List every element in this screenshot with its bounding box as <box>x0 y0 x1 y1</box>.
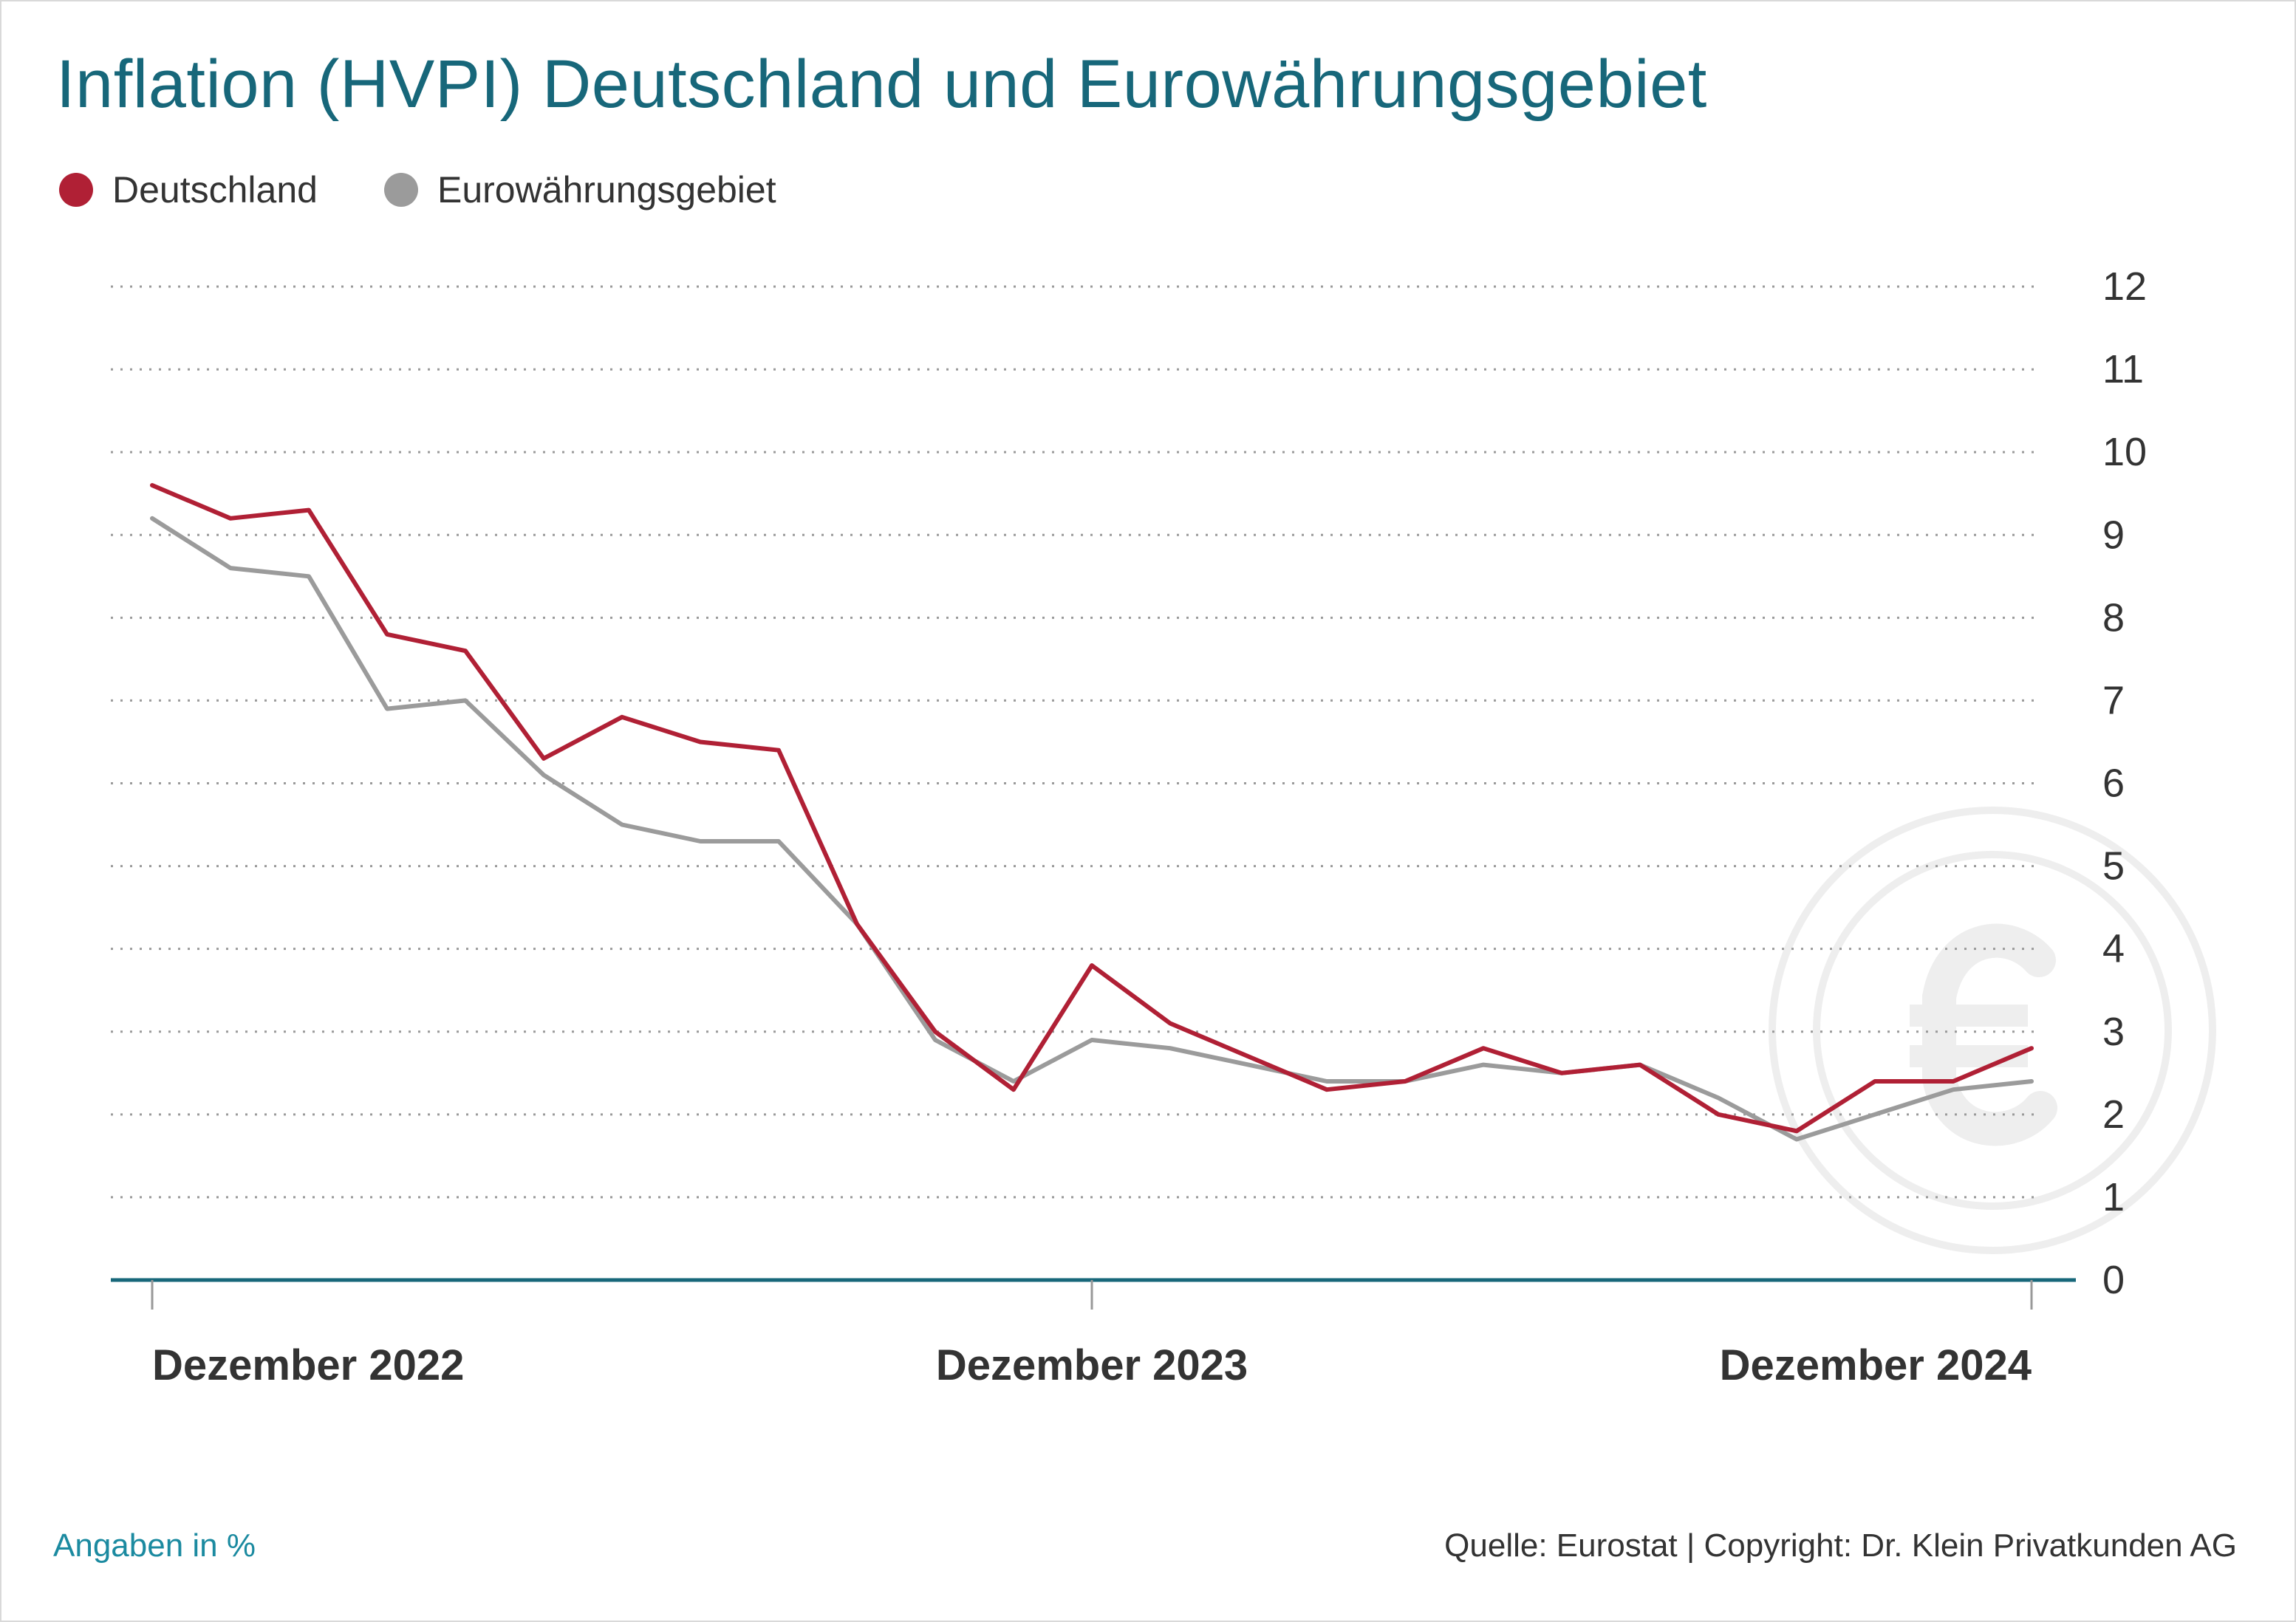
legend-label-eurozone: Eurowährungsgebiet <box>437 169 776 211</box>
legend: Deutschland Eurowährungsgebiet <box>59 168 843 211</box>
y-tick-label: 0 <box>2102 1258 2125 1302</box>
y-tick-label: 5 <box>2102 844 2125 889</box>
x-tick-label: Dezember 2023 <box>936 1341 1248 1389</box>
y-tick-label: 3 <box>2102 1010 2125 1054</box>
series-line-deutschland <box>150 483 2034 1134</box>
y-tick-label: 10 <box>2102 430 2147 474</box>
legend-item-eurozone: Eurowährungsgebiet <box>383 168 776 211</box>
legend-label-deutschland: Deutschland <box>112 169 318 211</box>
chart-title: Inflation (HVPI) Deutschland und Eurowäh… <box>56 47 1707 122</box>
x-tick-label: Dezember 2022 <box>152 1341 464 1389</box>
x-axis: Dezember 2022 Dezember 2023 Dezember 2024 <box>111 1278 2076 1389</box>
y-tick-label: 11 <box>2102 347 2144 391</box>
y-tick-label: 9 <box>2102 513 2125 557</box>
unit-note: Angaben in % <box>53 1527 256 1564</box>
series-line-eurozone <box>150 516 2034 1142</box>
x-tick-label: Dezember 2024 <box>1720 1341 2032 1389</box>
y-tick-label: 2 <box>2102 1092 2125 1137</box>
legend-item-deutschland: Deutschland <box>59 168 318 211</box>
source-note: Quelle: Eurostat | Copyright: Dr. Klein … <box>1444 1527 2237 1564</box>
legend-dot-deutschland <box>59 173 93 207</box>
euro-coin-icon <box>1769 807 2216 1254</box>
series-lines <box>150 483 2034 1142</box>
y-tick-label: 12 <box>2102 264 2147 309</box>
y-tick-label: 4 <box>2102 927 2125 971</box>
y-tick-label: 1 <box>2102 1175 2125 1219</box>
y-tick-label: 8 <box>2102 595 2125 640</box>
grid-lines <box>111 285 2039 1199</box>
y-tick-label: 7 <box>2102 678 2125 722</box>
legend-dot-eurozone <box>383 173 418 207</box>
y-tick-label: 6 <box>2102 762 2125 806</box>
